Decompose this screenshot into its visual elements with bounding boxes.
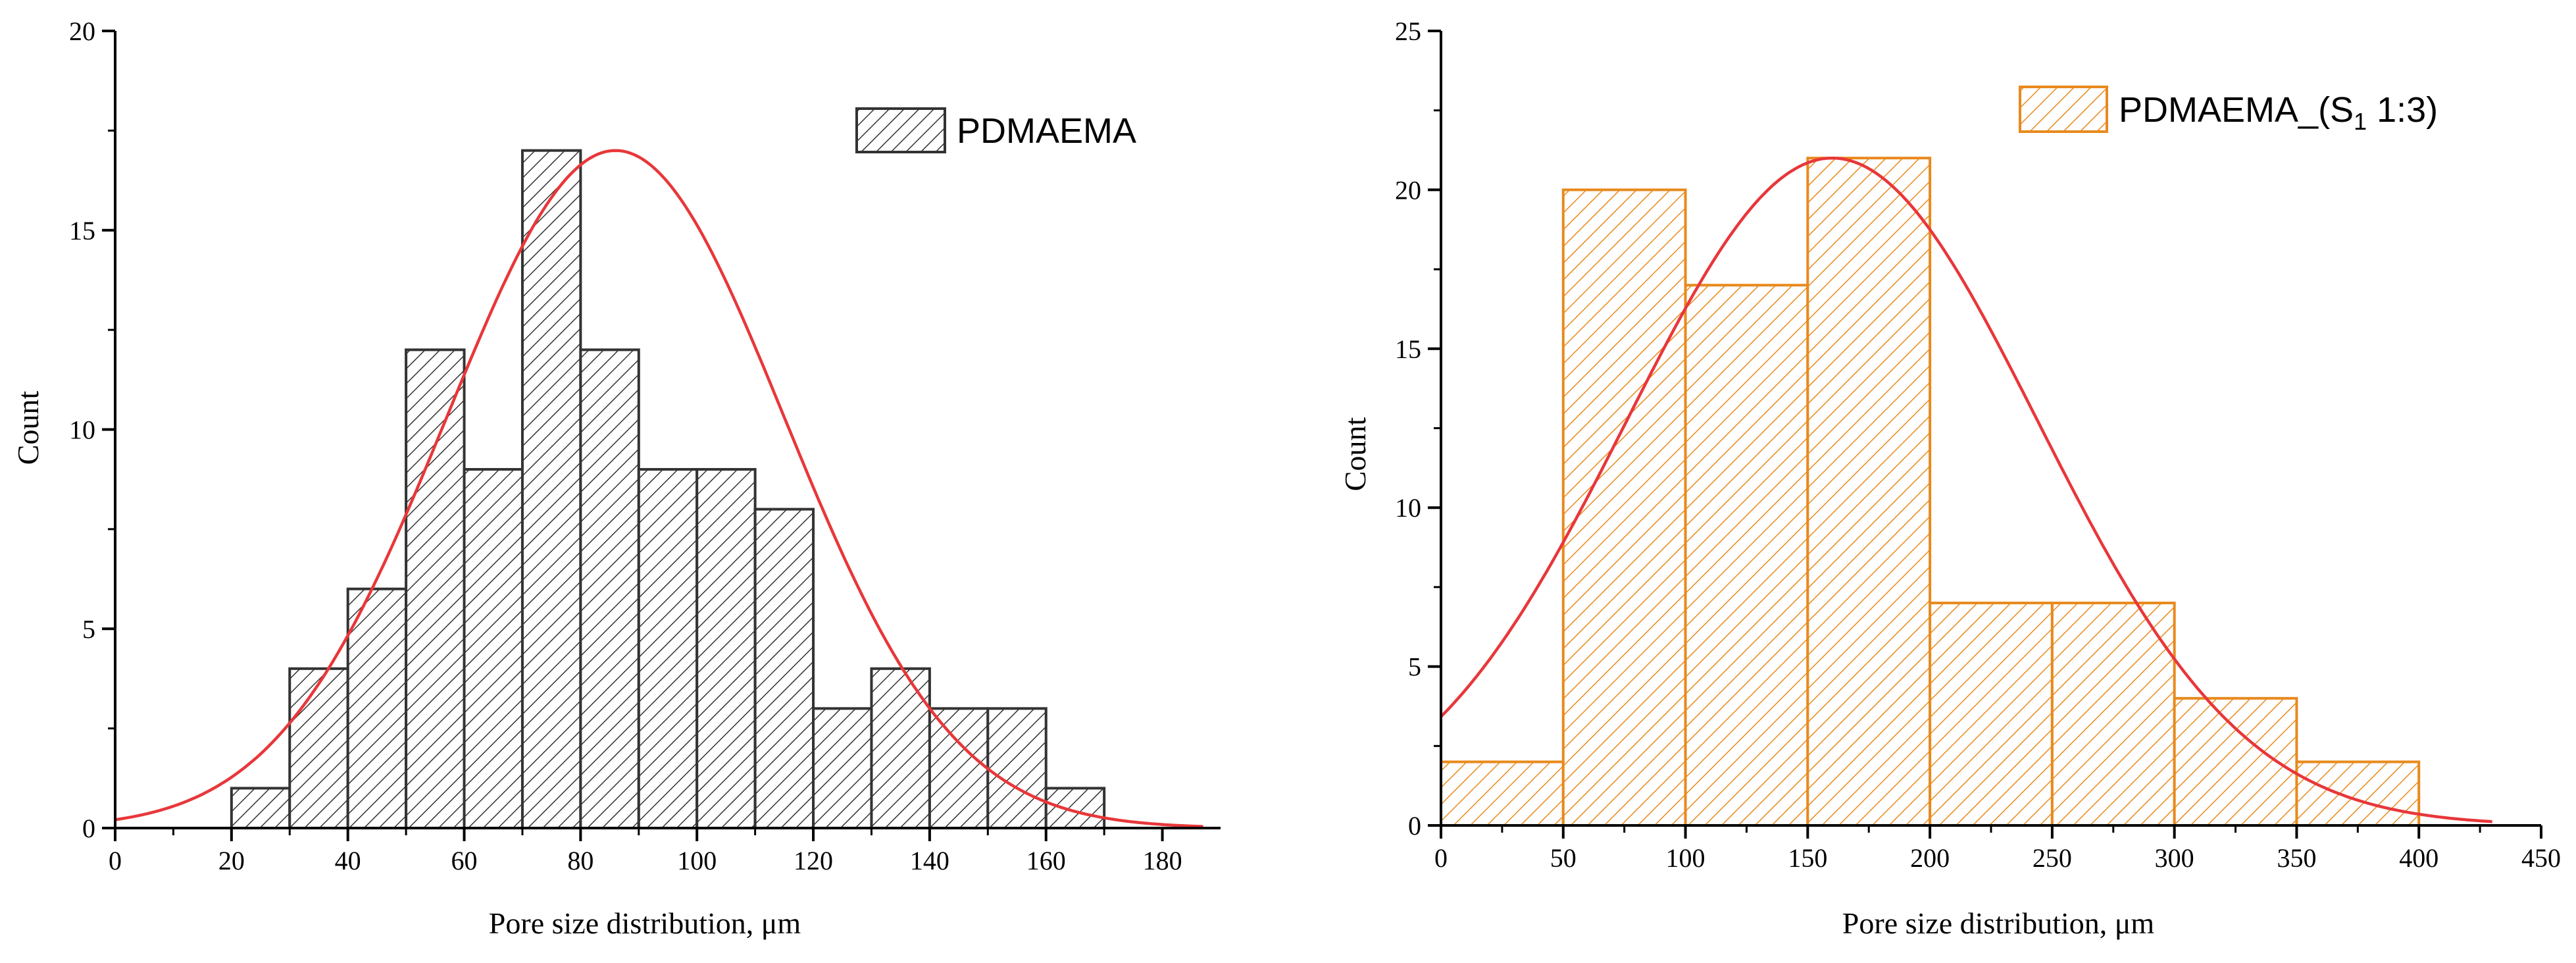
y-tick-label: 20 — [69, 16, 95, 46]
histogram-bar — [405, 348, 466, 829]
histogram-bar — [1044, 787, 1106, 829]
x-tick-label: 20 — [218, 846, 245, 875]
histogram-bar — [812, 707, 873, 829]
axes-layer: 0 20 40 60 80 100 120 140 160 180 0 5 10 15 20 — [69, 16, 1221, 875]
x-tick-label: 350 — [2277, 843, 2316, 873]
histogram-bar — [695, 468, 757, 829]
normal-fit-curve — [1440, 156, 2492, 823]
histogram-bar — [346, 587, 408, 829]
legend-swatch — [855, 107, 946, 153]
x-tick-label: 140 — [910, 846, 949, 875]
x-tick-label: 160 — [1026, 846, 1066, 875]
x-tick-label: 200 — [1910, 843, 1950, 873]
x-tick-label: 60 — [451, 846, 478, 875]
y-tick-label: 25 — [1395, 16, 1421, 46]
legend: PDMAEMA — [855, 107, 1136, 153]
y-tick-label: 0 — [82, 814, 95, 843]
histogram-bar — [463, 468, 524, 829]
y-tick-label: 0 — [1408, 811, 1421, 841]
x-tick-label: 180 — [1143, 846, 1182, 875]
x-tick-label: 120 — [794, 846, 833, 875]
legend-label: PDMAEMA_(S1 1:3) — [2119, 90, 2438, 135]
histogram-bar — [2295, 760, 2421, 827]
histogram-bar — [230, 787, 291, 829]
y-tick-label: 5 — [82, 614, 95, 644]
x-tick-label: 100 — [677, 846, 717, 875]
x-tick-label: 400 — [2399, 843, 2438, 873]
histogram-pdmaema-s1: 0 50 100 150 200 250 300 350 400 450 0 5 10 15 20 25 Po… — [1338, 16, 2561, 940]
y-tick-label: 15 — [69, 216, 95, 246]
y-axis-title: Count — [11, 391, 45, 465]
x-tick-label: 250 — [2033, 843, 2072, 873]
bars-layer — [1440, 157, 2421, 827]
histogram-bar — [2050, 602, 2176, 827]
legend: PDMAEMA_(S1 1:3) — [2019, 86, 2438, 135]
normal-fit-curve — [114, 149, 1203, 828]
axes-layer: 0 50 100 150 200 250 300 350 400 450 0 5 10 15 20 25 — [1395, 16, 2561, 873]
y-axis-title: Count — [1338, 417, 1372, 492]
legend-label: PDMAEMA — [957, 111, 1136, 151]
x-tick-label: 100 — [1666, 843, 1705, 873]
histogram-bar — [1806, 157, 1932, 827]
bars-layer — [230, 149, 1106, 829]
x-tick-label: 0 — [1434, 843, 1448, 873]
x-axis-title: Pore size distribution, μm — [1842, 906, 2155, 940]
x-tick-label: 300 — [2155, 843, 2194, 873]
y-tick-label: 5 — [1408, 652, 1421, 682]
histogram-pdmaema: 0 20 40 60 80 100 120 140 160 180 0 5 10 15 20 Pore si… — [11, 16, 1221, 940]
histogram-bar — [753, 508, 815, 829]
x-tick-label: 150 — [1788, 843, 1827, 873]
histogram-bar — [1684, 284, 1809, 827]
histogram-bar — [637, 468, 699, 829]
y-tick-label: 10 — [1395, 493, 1421, 523]
histogram-bar — [1929, 602, 2054, 827]
histogram-bar — [520, 149, 582, 829]
x-tick-label: 50 — [1550, 843, 1577, 873]
x-tick-label: 450 — [2521, 843, 2561, 873]
histogram-bar — [288, 667, 349, 829]
x-tick-label: 80 — [567, 846, 593, 875]
x-tick-label: 40 — [335, 846, 361, 875]
histogram-bar — [1440, 760, 1565, 827]
y-tick-label: 15 — [1395, 334, 1421, 364]
x-axis-title: Pore size distribution, μm — [489, 906, 801, 940]
histogram-bar — [928, 707, 990, 829]
y-tick-label: 20 — [1395, 175, 1421, 205]
histogram-bar — [870, 667, 931, 829]
histogram-bar — [579, 348, 640, 829]
x-tick-label: 0 — [109, 846, 122, 875]
legend-swatch — [2019, 86, 2108, 133]
histogram-bar — [986, 707, 1048, 829]
y-tick-label: 10 — [69, 415, 95, 445]
